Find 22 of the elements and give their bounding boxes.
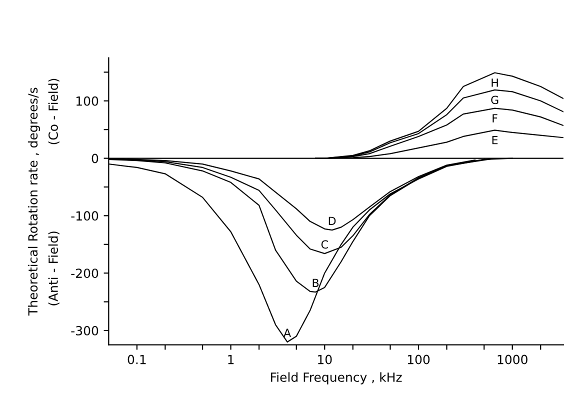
- series-label: G: [491, 96, 498, 104]
- text: (Co - Field): [48, 78, 60, 144]
- x-tick-label: 1000: [498, 354, 528, 364]
- x-tick-label: 100: [408, 354, 430, 364]
- x-tick-label: 10: [318, 354, 332, 364]
- y-tick-label: -300: [71, 326, 98, 336]
- text: (Anti - Field): [48, 232, 60, 306]
- x-tick-label: 1: [228, 354, 234, 364]
- y-tick-label: 0: [92, 154, 98, 164]
- series-label: H: [492, 78, 498, 87]
- y-tick-label: 100: [76, 96, 98, 106]
- series-label: E: [492, 136, 498, 144]
- y-tick-label: -100: [71, 211, 98, 221]
- x-tick-label: 0.1: [128, 354, 146, 364]
- series-label: B: [312, 278, 319, 287]
- x-axis-title: Field Frequency , kHz: [271, 372, 402, 384]
- series-label: D: [328, 216, 336, 225]
- y-tick-label: -200: [71, 268, 98, 278]
- series-label: F: [492, 114, 498, 122]
- y-axis-title: Theoretical Rotation rate , degrees/s: [28, 88, 40, 316]
- series-label: C: [321, 240, 328, 249]
- series-label: A: [284, 328, 292, 337]
